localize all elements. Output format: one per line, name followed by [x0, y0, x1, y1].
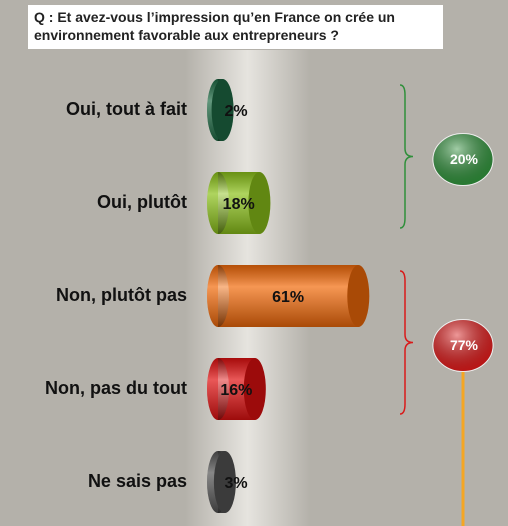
value-label: 3% — [224, 475, 247, 492]
category-label: Oui, plutôt — [97, 192, 187, 212]
chart-title: Q : Et avez-vous l’impression qu’en Fran… — [28, 5, 443, 49]
group-bracket — [399, 270, 414, 415]
value-label: 16% — [220, 382, 252, 399]
group-label: 77% — [450, 337, 479, 353]
category-label: Non, pas du tout — [45, 378, 187, 398]
group-label: 20% — [450, 151, 479, 167]
value-label: 18% — [223, 196, 255, 213]
bubble-shine — [433, 133, 493, 186]
bar — [207, 265, 370, 327]
bubble-shine — [433, 319, 493, 372]
group-bracket — [399, 84, 414, 229]
bar — [207, 451, 236, 513]
category-label: Oui, tout à fait — [66, 99, 187, 119]
value-label: 61% — [272, 289, 304, 306]
bar — [207, 172, 271, 234]
bar — [207, 358, 266, 420]
category-label: Ne sais pas — [88, 471, 187, 491]
category-label: Non, plutôt pas — [56, 285, 187, 305]
value-label: 2% — [224, 103, 247, 120]
bar — [207, 79, 234, 141]
